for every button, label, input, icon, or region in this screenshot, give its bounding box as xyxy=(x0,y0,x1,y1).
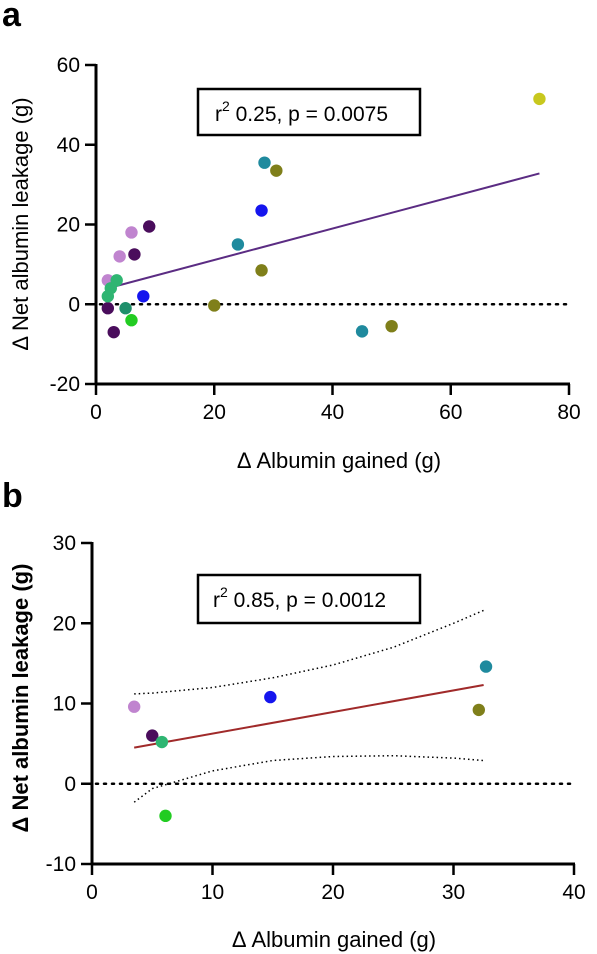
panel-b-data-point xyxy=(127,700,141,713)
panel-b-y-tick-label: 10 xyxy=(53,693,76,716)
panel-a-r2-prefix: r xyxy=(215,103,222,126)
panel-b: b 0 10 20 30 40 -10 0 10 20 30 r2 0.85, p = 0.001… xyxy=(2,477,586,952)
panel-a-y-tick-label: 0 xyxy=(68,293,80,316)
panel-a-data-point xyxy=(385,319,398,333)
panel-a-data-point xyxy=(258,156,271,169)
panel-b-r2-sup: 2 xyxy=(220,584,228,600)
panel-b-data-point xyxy=(146,729,159,742)
panel-b-y-axis-title: Δ Net albumin leakage (g) xyxy=(8,564,33,833)
panel-a-y-tick-label: 60 xyxy=(57,54,80,77)
panel-b-x-tick-label: 20 xyxy=(321,881,344,904)
panel-a-data-point xyxy=(110,274,123,287)
panel-b-data-point xyxy=(264,690,277,704)
panel-a-data-point xyxy=(208,299,221,312)
panel-b-data-point xyxy=(472,703,486,717)
panel-a-x-tick-label: 20 xyxy=(203,401,226,424)
panel-a-x-tick-label: 60 xyxy=(439,401,462,424)
panel-a-y-tick-label: -20 xyxy=(50,373,80,396)
panel-b-stat-box: r2 0.85, p = 0.0012 xyxy=(196,573,422,625)
panel-b-stat-text: 0.85, p = 0.0012 xyxy=(228,589,386,612)
panel-a-r2-sup: 2 xyxy=(222,98,230,114)
panel-a-data-point xyxy=(143,220,156,233)
panel-a-data-point xyxy=(355,325,369,338)
panel-a-data-point xyxy=(255,204,268,217)
panel-a-data-point xyxy=(119,302,132,315)
panel-b-y-tick-label: -10 xyxy=(46,853,76,876)
panel-a-y-axis-title: Δ Net albumin leakage (g) xyxy=(8,97,33,350)
panel-a-y-tick-label: 20 xyxy=(57,214,80,237)
panel-b-ci-upper-band xyxy=(134,609,484,695)
panel-a-letter: a xyxy=(2,0,22,34)
panel-a-data-point xyxy=(128,248,141,261)
panel-b-regression-line xyxy=(133,684,484,749)
svg-text:r2 0.85, p = 0.0012: r2 0.85, p = 0.0012 xyxy=(213,584,386,612)
panel-b-x-tick-label: 10 xyxy=(201,881,224,904)
panel-a-data-point xyxy=(101,302,115,315)
panel-a-data-point xyxy=(125,314,138,327)
panel-a-regression-line xyxy=(107,172,540,290)
panel-b-y-tick-label: 30 xyxy=(53,532,76,555)
panel-b-x-tick-label: 0 xyxy=(86,881,98,904)
panel-b-x-axis-title: Δ Albumin gained (g) xyxy=(232,927,436,952)
panel-a-x-tick-label: 0 xyxy=(90,401,102,424)
panel-a-x-axis-title: Δ Albumin gained (g) xyxy=(237,448,441,473)
panel-a-data-point xyxy=(255,264,268,277)
panel-b-x-tick-label: 30 xyxy=(442,881,465,904)
panel-b-data-point xyxy=(479,660,493,673)
panel-b-x-tick-label: 40 xyxy=(562,881,585,904)
panel-a-data-point xyxy=(113,250,126,263)
panel-b-y-tick-label: 0 xyxy=(64,773,76,796)
panel-a-x-tick-label: 80 xyxy=(557,401,580,424)
panel-a-data-point xyxy=(270,164,283,177)
panel-b-letter: b xyxy=(2,477,23,515)
panel-b-data-point xyxy=(155,735,169,749)
panel-b-ci-lower-band xyxy=(133,754,484,803)
panel-b-data-point xyxy=(159,809,172,823)
panel-a-data-point xyxy=(125,226,138,239)
panel-a-x-tick-label: 40 xyxy=(321,401,344,424)
panel-a-y-tick-label: 40 xyxy=(57,134,80,157)
panel-a-stat-text: 0.25, p = 0.0075 xyxy=(230,103,388,126)
panel-a-stat-box: r2 0.25, p = 0.0075 xyxy=(196,87,422,137)
panel-a-data-point xyxy=(533,92,546,106)
panel-a: a 0 20 40 60 80 -20 0 20 40 60 r2 0.25, p = 0.007… xyxy=(2,0,581,473)
panel-a-data-point xyxy=(137,290,150,303)
panel-b-r2-prefix: r xyxy=(213,589,220,612)
panel-a-data-point xyxy=(107,325,120,339)
panel-a-data-point xyxy=(231,238,245,251)
svg-text:r2 0.25, p = 0.0075: r2 0.25, p = 0.0075 xyxy=(215,98,388,126)
panel-b-y-tick-label: 20 xyxy=(53,612,76,635)
